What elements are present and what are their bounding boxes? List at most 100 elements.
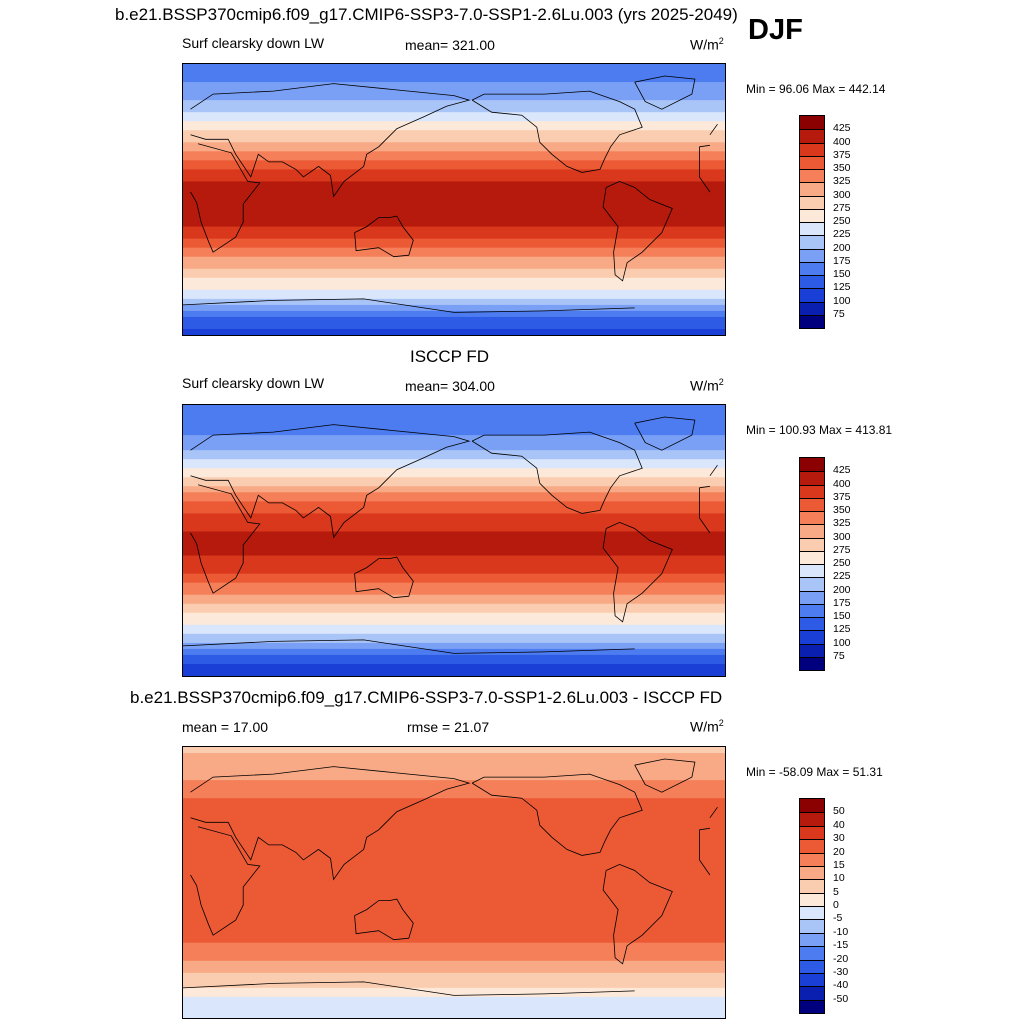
colorbar-tick-label: 425 xyxy=(833,122,851,135)
field-band-89 xyxy=(183,672,725,676)
field-band-14 xyxy=(183,447,725,451)
field-band-49 xyxy=(183,211,725,216)
colorbar-tick-label: 5 xyxy=(833,885,839,898)
field-band-8 xyxy=(183,88,725,92)
field-band-78 xyxy=(183,298,725,303)
coastline-0 xyxy=(190,143,711,253)
colorbar-cell xyxy=(800,458,824,472)
field-band-87 xyxy=(183,1008,725,1013)
field-band-26 xyxy=(183,142,725,146)
field-band-33 xyxy=(183,504,725,508)
field-band-32 xyxy=(183,501,725,505)
field-band-55 xyxy=(183,912,725,917)
field-band-15 xyxy=(183,792,725,796)
field-band-16 xyxy=(183,453,725,457)
field-band-28 xyxy=(183,831,725,835)
field-band-28 xyxy=(183,489,725,493)
field-band-61 xyxy=(183,247,725,252)
field-band-61 xyxy=(183,588,725,593)
field-band-15 xyxy=(183,109,725,113)
panel-3-minmax: Min = -58.09 Max = 51.31 xyxy=(746,765,883,779)
colorbar-cell xyxy=(800,275,824,289)
colorbar-cell xyxy=(800,314,824,328)
field-band-51 xyxy=(183,558,725,563)
panel-1-map xyxy=(182,63,726,336)
coastline-2 xyxy=(354,898,414,941)
colorbar-cell xyxy=(800,142,824,156)
field-band-62 xyxy=(183,933,725,938)
colorbar-cell xyxy=(800,235,824,249)
colorbar-tick-label: 125 xyxy=(833,281,851,294)
colorbar-tick-label: 100 xyxy=(833,636,851,649)
colorbar-tick-label: 275 xyxy=(833,201,851,214)
colorbar-tick-label: -5 xyxy=(833,912,843,925)
field-band-74 xyxy=(183,969,725,974)
field-band-78 xyxy=(183,981,725,986)
field-band-87 xyxy=(183,666,725,671)
field-band-49 xyxy=(183,894,725,899)
field-band-34 xyxy=(183,507,725,511)
field-band-28 xyxy=(183,148,725,152)
colorbar-tick-label: 20 xyxy=(833,845,845,858)
field-band-39 xyxy=(183,181,725,186)
field-band-64 xyxy=(183,939,725,944)
field-band-31 xyxy=(183,498,725,502)
field-band-70 xyxy=(183,274,725,279)
main-title: b.e21.BSSP370cmip6.f09_g17.CMIP6-SSP3-7.… xyxy=(115,5,738,24)
field-band-6 xyxy=(183,765,725,769)
field-band-53 xyxy=(183,223,725,228)
field-band-50 xyxy=(183,555,725,560)
field-band-2 xyxy=(183,753,725,757)
field-band-36 xyxy=(183,513,725,518)
field-band-85 xyxy=(183,319,725,324)
field-band-67 xyxy=(183,606,725,611)
field-band-27 xyxy=(183,145,725,149)
field-band-20 xyxy=(183,465,725,469)
colorbar-cell xyxy=(800,537,824,551)
colorbar-tick-label: 40 xyxy=(833,818,845,831)
field-band-47 xyxy=(183,205,725,210)
field-band-18 xyxy=(183,459,725,463)
colorbar-cell xyxy=(800,590,824,604)
field-band-52 xyxy=(183,220,725,225)
field-band-58 xyxy=(183,921,725,926)
field-band-71 xyxy=(183,960,725,965)
field-band-36 xyxy=(183,172,725,177)
colorbar-cell xyxy=(800,222,824,236)
field-band-59 xyxy=(183,241,725,246)
field-band-2 xyxy=(183,411,725,415)
colorbar-cell xyxy=(800,471,824,485)
field-band-12 xyxy=(183,783,725,787)
field-band-65 xyxy=(183,259,725,264)
field-band-21 xyxy=(183,810,725,814)
field-band-6 xyxy=(183,82,725,86)
field-band-34 xyxy=(183,166,725,170)
field-band-34 xyxy=(183,849,725,853)
field-band-44 xyxy=(183,879,725,884)
field-band-40 xyxy=(183,184,725,189)
field-band-89 xyxy=(183,331,725,335)
units-exponent: 2 xyxy=(718,36,724,46)
field-band-15 xyxy=(183,450,725,454)
field-band-54 xyxy=(183,567,725,572)
field-band-17 xyxy=(183,798,725,802)
field-band-55 xyxy=(183,229,725,234)
colorbar-cell xyxy=(800,155,824,169)
colorbar-cell xyxy=(800,301,824,315)
field-band-47 xyxy=(183,546,725,551)
field-band-64 xyxy=(183,597,725,602)
field-band-68 xyxy=(183,268,725,273)
colorbar-cell xyxy=(800,630,824,644)
field-band-68 xyxy=(183,609,725,614)
panel-1-colorbar xyxy=(799,115,825,329)
field-band-41 xyxy=(183,528,725,533)
colorbar-cell xyxy=(800,972,824,987)
field-band-24 xyxy=(183,477,725,481)
panel-3-map xyxy=(182,746,726,1019)
field-band-73 xyxy=(183,624,725,629)
field-band-70 xyxy=(183,615,725,620)
field-band-39 xyxy=(183,522,725,527)
field-band-21 xyxy=(183,468,725,472)
field-band-13 xyxy=(183,103,725,107)
colorbar-tick-label: 375 xyxy=(833,148,851,161)
